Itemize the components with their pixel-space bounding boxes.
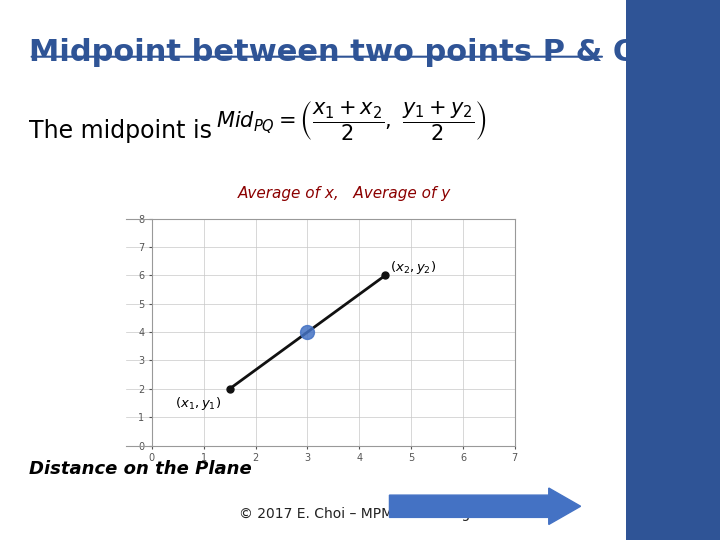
- Text: $\mathit{Mid}_{PQ} = \left(\dfrac{x_1+x_2}{2},\ \dfrac{y_1+y_2}{2}\right)$: $\mathit{Mid}_{PQ} = \left(\dfrac{x_1+x_…: [216, 100, 487, 144]
- Text: Midpoint between two points P & Q: Midpoint between two points P & Q: [29, 38, 639, 67]
- Text: $(x_1, y_1)$: $(x_1, y_1)$: [175, 395, 221, 412]
- Text: © 2017 E. Choi – MPM2D - All Rights Reserved: © 2017 E. Choi – MPM2D - All Rights Rese…: [239, 507, 560, 521]
- Text: $(x_2, y_2)$: $(x_2, y_2)$: [390, 259, 436, 276]
- Text: The midpoint is: The midpoint is: [29, 119, 212, 143]
- Text: Average of x,   Average of y: Average of x, Average of y: [238, 186, 451, 201]
- FancyArrow shape: [390, 488, 580, 524]
- Text: Distance on the Plane: Distance on the Plane: [29, 460, 251, 478]
